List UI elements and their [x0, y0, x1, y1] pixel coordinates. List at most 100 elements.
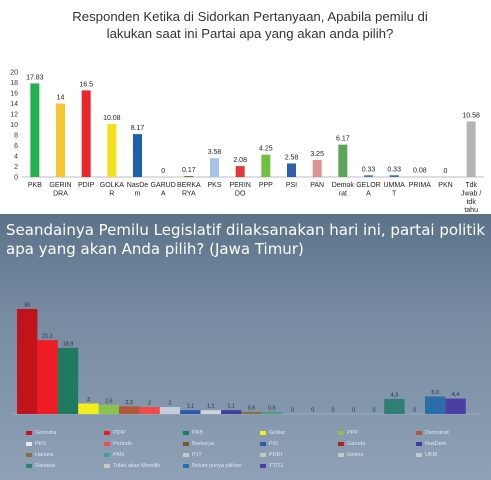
legend-item: UKM — [416, 450, 437, 460]
legend-item: Gerindra — [26, 428, 56, 438]
legend-item: Rahasia — [26, 461, 55, 471]
bottom-value-label: 2 — [148, 401, 151, 407]
top-value-label: 3.58 — [208, 149, 222, 156]
top-y-tick-label: 12 — [10, 112, 18, 119]
legend-item: Perindo — [104, 439, 132, 449]
bottom-value-label: 0 — [332, 408, 335, 414]
legend-item: Hanura — [26, 450, 53, 460]
legend-item: Garuda — [338, 439, 365, 449]
top-bar — [287, 163, 296, 177]
top-value-label: 17.83 — [26, 74, 44, 81]
bottom-bar — [200, 410, 221, 414]
top-category-label: DO — [235, 190, 246, 197]
bottom-bar — [425, 396, 446, 414]
bottom-value-label: 2 — [168, 401, 171, 407]
bottom-value-label: 1,1 — [227, 404, 235, 410]
legend-label: PSI — [269, 441, 278, 447]
legend-swatch — [260, 441, 266, 446]
top-category-label: Demok — [332, 182, 355, 189]
bottom-value-label: 2,6 — [105, 398, 113, 404]
top-bar — [184, 176, 194, 177]
bottom-value-label: 2,2 — [125, 400, 133, 406]
bottom-value-label: 0 — [352, 408, 355, 414]
bottom-value-label: 0 — [413, 408, 416, 414]
top-category-label: RYA — [182, 190, 196, 197]
legend-item: Gelora — [338, 450, 364, 460]
bottom-bar — [98, 404, 119, 414]
top-y-tick-label: 6 — [14, 143, 18, 150]
top-value-label: 0.08 — [413, 168, 427, 175]
bottom-bar — [241, 411, 262, 414]
top-category-label: R — [109, 190, 114, 197]
top-value-label: 0 — [444, 168, 448, 175]
top-category-label: tahu — [464, 207, 478, 214]
legend-swatch — [183, 441, 189, 446]
legend-item: TT/TJ — [260, 461, 283, 471]
top-y-tick-label: 4 — [14, 154, 18, 161]
top-y-tick-label: 20 — [10, 70, 18, 77]
top-category-label: PAN — [310, 182, 324, 189]
legend-label: PJT — [192, 452, 202, 458]
bottom-bar — [78, 403, 99, 414]
legend-item: Belum punya pilihan — [183, 461, 242, 471]
bottom-value-label: 4,4 — [452, 392, 460, 398]
top-category-label: GELOR — [356, 182, 381, 189]
top-category-label: tdk — [466, 199, 476, 206]
legend-label: Gelora — [347, 452, 364, 458]
legend-label: PKB — [192, 430, 204, 436]
legend-swatch — [416, 441, 422, 446]
legend-label: Hanura — [35, 452, 54, 458]
top-y-tick-label: 8 — [14, 133, 18, 140]
legend-item: Berkarya — [183, 439, 214, 449]
top-value-label: 0 — [161, 168, 165, 175]
top-value-label: 3.25 — [310, 151, 324, 158]
legend-label: NasDem — [425, 441, 447, 447]
top-category-label: Jwab / — [461, 190, 481, 197]
legend-swatch — [26, 441, 32, 446]
legend-swatch — [338, 430, 344, 435]
bottom-value-label: 30 — [24, 303, 30, 309]
top-category-label: PKS — [207, 182, 221, 189]
bottom-bar — [261, 411, 283, 414]
legend-item: PDRI — [260, 450, 282, 460]
bottom-bar — [57, 347, 79, 414]
top-value-label: 0.17 — [182, 167, 196, 174]
bottom-bar — [139, 407, 160, 414]
legend-swatch — [338, 452, 344, 457]
legend-label: TT/TJ — [269, 463, 284, 469]
bottom-value-label: 21,1 — [42, 334, 53, 340]
top-category-label: DRA — [53, 190, 68, 197]
top-bar — [338, 144, 348, 177]
legend-item: PSI — [260, 439, 278, 449]
bottom-chart-title: Seandainya Pemilu Legislatif dilaksanaka… — [6, 221, 486, 258]
top-category-label: PKN — [438, 182, 452, 189]
top-value-label: 2.08 — [233, 157, 247, 164]
top-bar — [312, 159, 322, 177]
top-category-label: PDIP — [78, 182, 95, 189]
legend-swatch — [26, 452, 32, 457]
legend-swatch — [260, 430, 266, 435]
bottom-value-label: 18,9 — [63, 341, 74, 347]
legend-swatch — [104, 452, 110, 457]
top-category-label: A — [161, 190, 166, 197]
top-category-label: UMMA — [383, 182, 405, 189]
bottom-value-label: 1,1 — [187, 404, 195, 410]
top-chart-panel: Responden Ketika di Sidorkan Pertanyaan,… — [0, 0, 491, 214]
legend-item: PDIP — [104, 428, 126, 438]
bottom-bar — [17, 309, 38, 414]
top-y-tick-label: 16 — [10, 91, 18, 98]
legend-swatch — [338, 441, 344, 446]
top-y-tick-label: 10 — [10, 122, 18, 129]
bottom-value-label: 5,0 — [431, 390, 439, 396]
top-y-tick-label: 14 — [10, 101, 18, 108]
bottom-value-label: 4,3 — [391, 392, 399, 398]
legend-label: Berkarya — [192, 441, 215, 447]
top-category-label: PPP — [259, 182, 273, 189]
legend-label: Perindo — [113, 441, 132, 447]
top-category-label: NasDe — [127, 182, 149, 189]
top-y-tick-label: 2 — [14, 164, 18, 171]
legend-label: UKM — [425, 452, 438, 458]
top-category-label: GERIN — [49, 182, 71, 189]
